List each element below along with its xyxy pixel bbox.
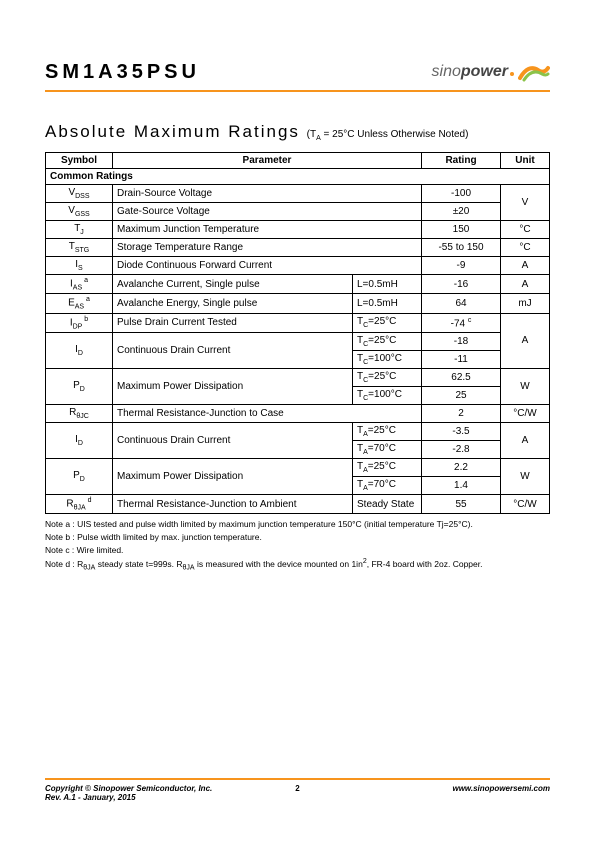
table-row: EAS aAvalanche Energy, Single pulseL=0.5… <box>46 294 550 313</box>
table-row: TJMaximum Junction Temperature150°C <box>46 221 550 239</box>
swoosh-icon <box>518 60 550 84</box>
table-row: VDSSDrain-Source Voltage-100V <box>46 185 550 203</box>
page-number: 2 <box>295 784 299 793</box>
table-row: IAS aAvalanche Current, Single pulseL=0.… <box>46 275 550 294</box>
table-row: PDMaximum Power DissipationTC=25°C62.5W <box>46 368 550 386</box>
page-header: SM1A35PSU sinopower <box>45 60 550 92</box>
header-symbol: Symbol <box>46 153 113 169</box>
table-row: IDContinuous Drain CurrentTC=25°C-18 <box>46 332 550 350</box>
note-d: Note d : RθJA steady state t=999s. RθJA … <box>45 557 550 574</box>
footer-left: Copyright © Sinopower Semiconductor, Inc… <box>45 784 212 802</box>
note-b: Note b : Pulse width limited by max. jun… <box>45 531 550 544</box>
footer-url: www.sinopowersemi.com <box>452 784 550 802</box>
table-row: TSTGStorage Temperature Range-55 to 150°… <box>46 239 550 257</box>
note-a: Note a : UIS tested and pulse width limi… <box>45 518 550 531</box>
brand-logo: sinopower <box>432 60 550 84</box>
page-footer: Copyright © Sinopower Semiconductor, Inc… <box>45 778 550 802</box>
table-row: RθJCThermal Resistance-Junction to Case2… <box>46 404 550 422</box>
part-number: SM1A35PSU <box>45 61 200 84</box>
header-rating: Rating <box>422 153 501 169</box>
ratings-table: Symbol Parameter Rating Unit Common Rati… <box>45 152 550 514</box>
table-row: IDP bPulse Drain Current TestedTC=25°C-7… <box>46 313 550 332</box>
table-row: PDMaximum Power DissipationTA=25°C2.2W <box>46 458 550 476</box>
notes: Note a : UIS tested and pulse width limi… <box>45 518 550 573</box>
header-parameter: Parameter <box>113 153 422 169</box>
table-row: VGSSGate-Source Voltage±20 <box>46 203 550 221</box>
logo-text: sinopower <box>432 63 514 81</box>
table-row: RθJA dThermal Resistance-Junction to Amb… <box>46 494 550 513</box>
header-unit: Unit <box>501 153 550 169</box>
note-c: Note c : Wire limited. <box>45 544 550 557</box>
table-row: IDContinuous Drain CurrentTA=25°C-3.5A <box>46 422 550 440</box>
section-title: Absolute Maximum Ratings (TA = 25°C Unle… <box>45 122 550 142</box>
common-ratings-row: Common Ratings <box>46 169 550 185</box>
table-row: ISDiode Continuous Forward Current-9A <box>46 257 550 275</box>
